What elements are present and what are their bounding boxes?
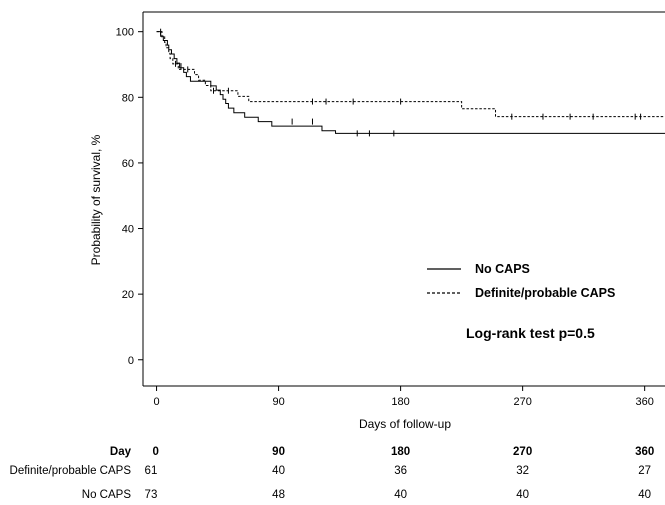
y-axis-label: Probability of survival, % bbox=[89, 134, 103, 265]
x-tick-label-360: 360 bbox=[635, 396, 653, 408]
risk-table-cell-1-0: 73 bbox=[145, 489, 158, 501]
x-tick-label-0: 0 bbox=[153, 396, 159, 408]
y-tick-label-0: 0 bbox=[128, 355, 134, 367]
risk-table-header-label: Day bbox=[110, 446, 132, 458]
risk-table-cell-1-4: 40 bbox=[638, 489, 651, 501]
risk-table-day-360: 360 bbox=[635, 446, 654, 458]
risk-table-day-180: 180 bbox=[391, 446, 410, 458]
x-tick-label-180: 180 bbox=[391, 396, 409, 408]
risk-table-cell-1-1: 48 bbox=[272, 489, 285, 501]
legend-label-no-caps: No CAPS bbox=[475, 262, 530, 276]
x-tick-label-90: 90 bbox=[272, 396, 284, 408]
survival-curves bbox=[156, 28, 665, 137]
axes: 0 20 40 60 80 100 0 90 180 270 360 bbox=[116, 11, 665, 408]
y-tick-label-60: 60 bbox=[122, 158, 134, 170]
x-tick-label-270: 270 bbox=[513, 396, 531, 408]
legend-label-caps: Definite/probable CAPS bbox=[475, 286, 615, 300]
risk-table-row-label-0: Definite/probable CAPS bbox=[10, 465, 132, 477]
legend: No CAPS Definite/probable CAPS bbox=[427, 262, 615, 300]
risk-table-cell-0-4: 27 bbox=[638, 465, 651, 477]
risk-table-day-90: 90 bbox=[272, 446, 285, 458]
risk-table-cell-0-2: 36 bbox=[394, 465, 407, 477]
risk-table-cell-1-3: 40 bbox=[516, 489, 529, 501]
risk-table-cell-0-3: 32 bbox=[516, 465, 529, 477]
x-axis-label: Days of follow-up bbox=[359, 417, 451, 431]
risk-table: Day 0 90 180 270 360 Definite/probable CAPS 61 4… bbox=[10, 446, 655, 501]
risk-table-day-0: 0 bbox=[153, 446, 159, 458]
y-tick-label-100: 100 bbox=[116, 27, 134, 39]
logrank-annotation: Log-rank test p=0.5 bbox=[466, 325, 595, 341]
risk-table-cell-0-1: 40 bbox=[272, 465, 285, 477]
y-tick-label-20: 20 bbox=[122, 289, 134, 301]
risk-table-row-label-1: No CAPS bbox=[82, 489, 132, 501]
risk-table-cell-1-2: 40 bbox=[394, 489, 407, 501]
survival-curve-no-caps bbox=[156, 31, 665, 134]
risk-table-cell-0-0: 61 bbox=[145, 465, 158, 477]
risk-table-day-270: 270 bbox=[513, 446, 532, 458]
y-tick-label-80: 80 bbox=[122, 92, 134, 104]
survival-curve-definite-probable-caps bbox=[156, 31, 665, 118]
y-tick-label-40: 40 bbox=[122, 224, 134, 236]
